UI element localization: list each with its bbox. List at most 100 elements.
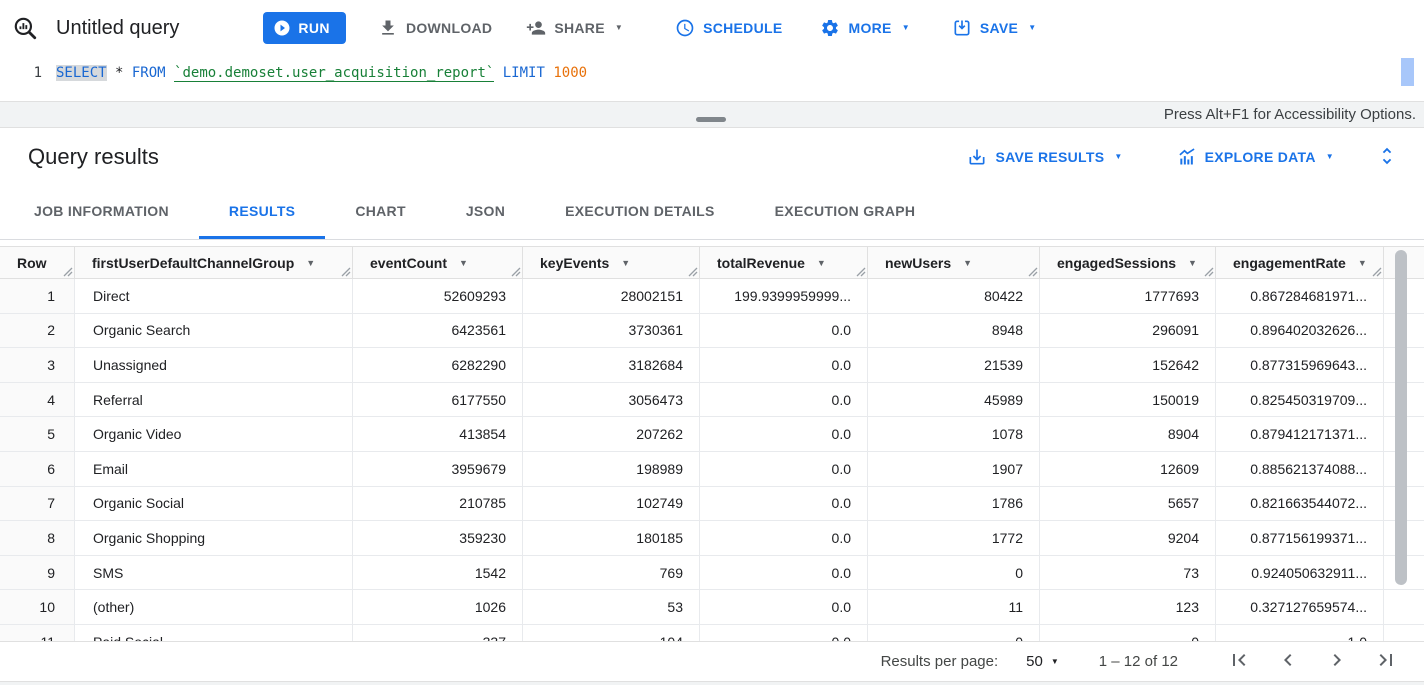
tab-execution-details[interactable]: EXECUTION DETAILS xyxy=(565,203,715,219)
previous-page-button[interactable] xyxy=(1272,644,1304,679)
table-cell: 0.0 xyxy=(700,521,868,555)
table-row: 5 Organic Video 413854 207262 0.0 1078 8904 0.8… xyxy=(0,417,1424,452)
sql-editor[interactable]: 1 SELECT * FROM `demo.demoset.user_acqui… xyxy=(0,56,1424,101)
schedule-button[interactable]: SCHEDULE xyxy=(669,10,788,46)
tab-execution-graph[interactable]: EXECUTION GRAPH xyxy=(774,203,916,219)
accessibility-hint: Press Alt+F1 for Accessibility Options. xyxy=(1163,106,1416,123)
page-range-label: 1 – 12 of 12 xyxy=(1098,653,1178,670)
query-editor-toolbar: Untitled query RUN DOWNLOAD SHARE ▼ SCHE… xyxy=(0,0,1424,56)
table-cell: 0.896402032626... xyxy=(1216,313,1384,348)
last-page-button[interactable] xyxy=(1370,644,1402,679)
save-results-button[interactable]: SAVE RESULTS ▼ xyxy=(959,139,1130,175)
column-resize-grip-icon[interactable] xyxy=(1204,267,1214,277)
table-cell: 11 xyxy=(868,590,1040,624)
tab-chart[interactable]: CHART xyxy=(355,203,406,219)
table-cell: 1542 xyxy=(353,555,523,590)
column-resize-grip-icon[interactable] xyxy=(1028,267,1038,277)
column-header-label: eventCount xyxy=(370,254,447,271)
column-header-engagedsessions[interactable]: engagedSessions ▼ xyxy=(1040,247,1216,278)
column-header-firstuserdefaultchannelgroup[interactable]: firstUserDefaultChannelGroup ▼ xyxy=(75,247,353,278)
tab-json[interactable]: JSON xyxy=(465,203,506,219)
column-header-eventcount[interactable]: eventCount ▼ xyxy=(353,247,523,278)
table-cell: 3056473 xyxy=(523,382,700,417)
column-resize-grip-icon[interactable] xyxy=(341,267,351,277)
column-menu-caret-icon[interactable]: ▼ xyxy=(459,257,468,268)
column-resize-grip-icon[interactable] xyxy=(688,267,698,277)
table-cell: 0.867284681971... xyxy=(1216,279,1384,313)
table-cell: (other) xyxy=(75,590,353,624)
first-page-button[interactable] xyxy=(1223,644,1255,679)
column-menu-caret-icon[interactable]: ▼ xyxy=(1357,257,1367,268)
save-box-icon xyxy=(952,18,972,38)
next-page-button[interactable] xyxy=(1321,644,1353,679)
column-resize-grip-icon[interactable] xyxy=(63,267,73,277)
page-size-select[interactable]: 50 ▼ xyxy=(1026,653,1059,670)
expand-results-button[interactable] xyxy=(1376,145,1398,170)
table-cell: 0.879412171371... xyxy=(1216,417,1384,451)
row-number-cell: 9 xyxy=(0,555,75,590)
sql-keyword-select: SELECT xyxy=(56,65,107,81)
download-button[interactable]: DOWNLOAD xyxy=(372,10,498,46)
sql-table-reference[interactable]: `demo.demoset.user_acquisition_report` xyxy=(174,65,495,82)
save-button[interactable]: SAVE ▼ xyxy=(946,10,1043,46)
table-row: 9 SMS 1542 769 0.0 0 73 0.924050632911... xyxy=(0,555,1424,591)
table-cell: Organic Social xyxy=(75,486,353,521)
table-cell: 413854 xyxy=(353,417,523,451)
run-button[interactable]: RUN xyxy=(263,12,346,44)
chevron-left-icon xyxy=(1276,648,1300,672)
row-number-cell: 1 xyxy=(0,279,75,313)
column-header-totalrevenue[interactable]: totalRevenue ▼ xyxy=(700,247,868,278)
column-resize-grip-icon[interactable] xyxy=(1372,267,1382,277)
editor-scrollbar-thumb[interactable] xyxy=(1401,58,1414,86)
table-cell: 0.885621374088... xyxy=(1216,451,1384,486)
save-alt-icon xyxy=(967,147,987,167)
table-row: 3 Unassigned 6282290 3182684 0.0 21539 152642 0… xyxy=(0,348,1424,383)
column-menu-caret-icon[interactable]: ▼ xyxy=(306,257,316,268)
share-button[interactable]: SHARE ▼ xyxy=(520,10,629,46)
table-cell: 0.0 xyxy=(700,486,868,521)
column-menu-caret-icon[interactable]: ▼ xyxy=(1188,257,1197,268)
sql-code-line[interactable]: SELECT * FROM `demo.demoset.user_acquisi… xyxy=(56,65,588,82)
tab-results[interactable]: RESULTS xyxy=(198,186,326,239)
row-number-cell: 6 xyxy=(0,451,75,486)
line-number: 1 xyxy=(33,65,42,81)
splitter-drag-handle[interactable] xyxy=(696,117,726,122)
page-title: Query results xyxy=(28,144,159,169)
column-header-newusers[interactable]: newUsers ▼ xyxy=(868,247,1040,278)
pagination-bar: Results per page: 50 ▼ 1 – 12 of 12 xyxy=(0,641,1424,681)
table-cell: 0.924050632911... xyxy=(1216,555,1384,590)
table-cell: 0.0 xyxy=(700,555,868,590)
tab-job-information[interactable]: JOB INFORMATION xyxy=(34,203,169,219)
table-cell: 1078 xyxy=(868,417,1040,451)
column-menu-caret-icon[interactable]: ▼ xyxy=(816,257,826,268)
table-row: 8 Organic Shopping 359230 180185 0.0 1772 9204… xyxy=(0,521,1424,556)
more-button[interactable]: MORE ▼ xyxy=(814,10,915,46)
column-menu-caret-icon[interactable]: ▼ xyxy=(963,257,973,268)
table-cell: Paid Social xyxy=(75,624,353,641)
column-resize-grip-icon[interactable] xyxy=(511,267,521,277)
column-header-row[interactable]: Row xyxy=(0,247,75,278)
column-menu-caret-icon[interactable]: ▼ xyxy=(621,257,631,268)
table-cell: Organic Video xyxy=(75,417,353,451)
table-cell: 207262 xyxy=(523,417,700,451)
table-cell: 102749 xyxy=(523,486,700,521)
explore-data-button[interactable]: EXPLORE DATA ▼ xyxy=(1169,139,1342,175)
table-scrollbar-thumb[interactable] xyxy=(1395,250,1407,585)
column-resize-grip-icon[interactable] xyxy=(856,267,866,277)
column-header-engagementrate[interactable]: engagementRate ▼ xyxy=(1216,247,1384,278)
column-header-label: firstUserDefaultChannelGroup xyxy=(92,254,295,271)
table-cell: 0 xyxy=(1040,624,1216,641)
table-cell: 1907 xyxy=(868,451,1040,486)
table-cell: 769 xyxy=(523,555,700,590)
table-cell: 210785 xyxy=(353,486,523,521)
results-table: Row firstUserDefaultChannelGroup ▼ eventCou… xyxy=(0,246,1424,641)
row-number-cell: 5 xyxy=(0,417,75,451)
column-header-label: totalRevenue xyxy=(717,254,805,271)
table-cell: Organic Shopping xyxy=(75,521,353,555)
table-row: 1 Direct 52609293 28002151 199.9399959999...… xyxy=(0,279,1424,314)
query-title[interactable]: Untitled query xyxy=(56,16,180,39)
table-cell: 53 xyxy=(523,590,700,624)
table-cell: 9204 xyxy=(1040,521,1216,555)
column-header-keyevents[interactable]: keyEvents ▼ xyxy=(523,247,700,278)
column-header-label: engagedSessions xyxy=(1057,254,1177,271)
